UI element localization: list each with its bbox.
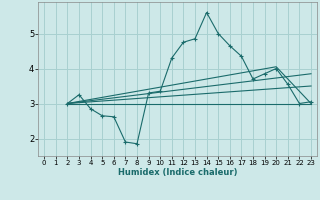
X-axis label: Humidex (Indice chaleur): Humidex (Indice chaleur): [118, 168, 237, 177]
